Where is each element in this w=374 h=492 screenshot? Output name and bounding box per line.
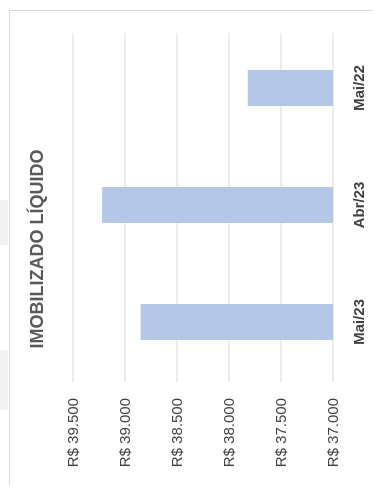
tick-label: R$ 39.000: [117, 398, 134, 467]
decorative-shadow: [0, 350, 8, 410]
category-label: Mai/23: [351, 299, 368, 345]
bar: [102, 187, 334, 223]
tick-label: R$ 37.500: [273, 398, 290, 467]
category-axis-labels: Mai/22 Abr/23 Mai/23: [351, 65, 368, 345]
category-label: Abr/23: [351, 182, 368, 229]
tick-label: R$ 37.000: [325, 398, 342, 467]
decorative-shadow: [0, 200, 8, 245]
value-axis-tick-labels: R$ 39.500 R$ 39.000 R$ 38.500 R$ 38.000 R$ 3…: [65, 398, 342, 467]
chart-title: IMOBILIZADO LÍQUIDO: [26, 150, 47, 349]
bar: [247, 70, 333, 106]
bar: [140, 304, 333, 340]
tick-label: R$ 38.000: [221, 398, 238, 467]
tick-label: R$ 38.500: [169, 398, 186, 467]
tick-label: R$ 39.500: [65, 398, 82, 467]
bars: [102, 70, 334, 340]
category-label: Mai/22: [351, 65, 368, 111]
